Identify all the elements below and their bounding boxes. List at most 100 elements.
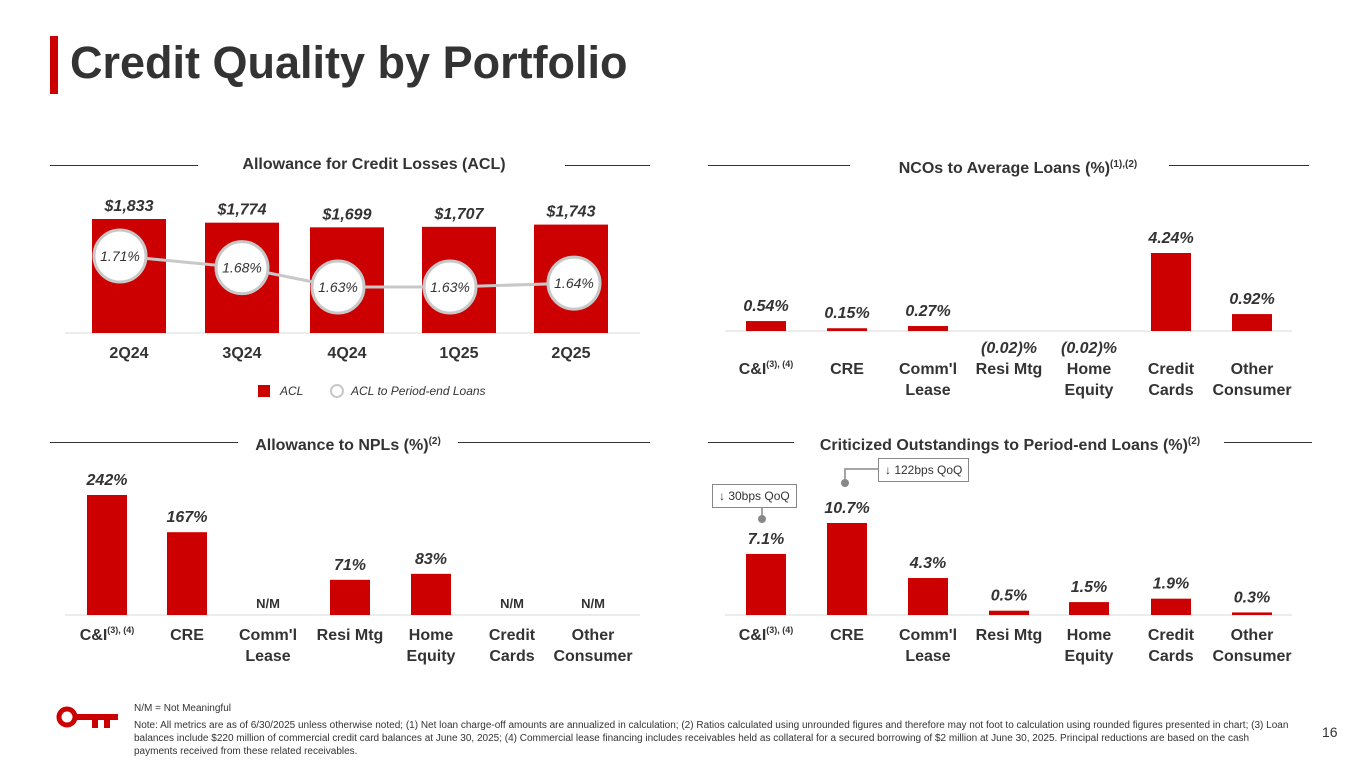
npl-nm-label: N/M	[581, 596, 605, 611]
nco-section-header: NCOs to Average Loans (%)(1),(2)	[708, 155, 1309, 177]
nco-category-label: Home	[1067, 361, 1112, 378]
header-rule	[1169, 165, 1309, 166]
crit-bar-label: 1.5%	[1071, 579, 1107, 596]
crit-section-header: Criticized Outstandings to Period-end Lo…	[708, 432, 1312, 454]
nco-bar-label: 0.54%	[743, 298, 788, 315]
nco-bar-label: 4.24%	[1147, 230, 1193, 247]
npl-category-label: Lease	[245, 648, 290, 665]
acl-ratio-label: 1.64%	[554, 275, 594, 291]
crit-category-label: CRE	[830, 627, 864, 644]
nco-bar	[827, 328, 867, 331]
acl-ratio-marker	[546, 255, 602, 311]
cre-qoq-callout: ↓ 122bps QoQ	[878, 458, 970, 482]
nco-category-label: Consumer	[1212, 382, 1291, 399]
npl-category-label: Credit	[489, 627, 536, 644]
npl-category-label: Equity	[407, 648, 456, 665]
crit-bar-label: 10.7%	[824, 500, 869, 517]
nco-bar	[1151, 253, 1191, 331]
npl-bar	[330, 579, 370, 615]
header-rule	[458, 442, 650, 443]
nco-category-label: Resi Mtg	[976, 361, 1043, 378]
crit-bar	[1069, 602, 1109, 615]
npl-category-label: Home	[409, 627, 454, 644]
crit-section-title: Criticized Outstandings to Period-end Lo…	[803, 432, 1217, 456]
nco-category-label: Credit	[1148, 361, 1195, 378]
ci-callout-dot	[758, 515, 766, 523]
header-rule	[708, 442, 794, 443]
acl-ratio-label: 1.68%	[222, 260, 262, 276]
header-rule	[708, 165, 850, 166]
acl-bar-label: $1,699	[322, 206, 372, 223]
nco-bar	[908, 326, 948, 331]
nco-category-sup: (3), (4)	[766, 359, 793, 369]
crit-category-label: Equity	[1065, 648, 1114, 665]
crit-bar-label: 0.5%	[991, 588, 1027, 605]
legend-ratio-label: ACL to Period-end Loans	[351, 384, 486, 398]
crit-category-label: Lease	[905, 648, 950, 665]
npl-category-label: CRE	[170, 627, 204, 644]
footnote-note: Note: All metrics are as of 6/30/2025 un…	[134, 720, 1289, 757]
crit-bar-label: 0.3%	[1234, 589, 1270, 606]
cre-callout-dot	[841, 479, 849, 487]
npl-category-label: Resi Mtg	[317, 627, 384, 644]
acl-category-label: 1Q25	[439, 345, 478, 362]
acl-ratio-label: 1.63%	[430, 279, 470, 295]
nco-section-title: NCOs to Average Loans (%)(1),(2)	[868, 155, 1168, 179]
npl-bar-label: 71%	[334, 557, 366, 574]
nco-bar-label: 0.92%	[1229, 291, 1274, 308]
npl-bar	[411, 573, 451, 615]
page-title: Credit Quality by Portfolio	[70, 37, 628, 88]
footnote-nm: N/M = Not Meaningful	[134, 703, 231, 714]
npl-bar-label: 242%	[86, 472, 128, 489]
acl-ratio-marker	[422, 259, 478, 315]
crit-category-label: Consumer	[1212, 648, 1291, 665]
nco-category-label: Lease	[905, 382, 950, 399]
legend-acl-swatch	[258, 385, 270, 397]
crit-title-text: Criticized Outstandings to Period-end Lo…	[819, 437, 1188, 454]
title-accent-bar	[50, 36, 58, 94]
acl-section-header: Allowance for Credit Losses (ACL)	[50, 155, 650, 175]
acl-category-label: 2Q25	[551, 345, 590, 362]
acl-ratio-label: 1.71%	[100, 248, 140, 264]
acl-category-label: 3Q24	[222, 345, 261, 362]
nco-category-label: Equity	[1065, 382, 1114, 399]
acl-bar-label: $1,833	[104, 198, 154, 215]
crit-bar	[1232, 612, 1272, 615]
npl-title-sup: (2)	[428, 436, 441, 447]
npl-title-text: Allowance to NPLs (%)	[255, 437, 429, 454]
crit-category-label: Other	[1231, 627, 1274, 644]
nco-title-text: NCOs to Average Loans (%)	[898, 160, 1111, 177]
acl-ratio-marker	[214, 240, 270, 296]
header-rule	[50, 442, 238, 443]
nco-category-label: Cards	[1148, 382, 1193, 399]
nco-category-label: C&I(3), (4)	[739, 359, 794, 378]
legend-acl-label: ACL	[280, 384, 304, 398]
nco-bar-label: 0.27%	[905, 303, 950, 320]
crit-title-sup: (2)	[1187, 436, 1201, 447]
nco-bar	[1232, 314, 1272, 331]
npl-category-label: C&I(3), (4)	[80, 625, 135, 644]
page-number: 16	[1322, 724, 1338, 740]
nco-category-label: Other	[1231, 361, 1274, 378]
crit-bar-label: 7.1%	[748, 531, 784, 548]
acl-section-title: Allowance for Credit Losses (ACL)	[242, 156, 506, 173]
npl-category-label: Cards	[489, 648, 534, 665]
crit-category-sup: (3), (4)	[766, 625, 793, 635]
nco-title-sup: (1),(2)	[1110, 159, 1138, 170]
footnotes: N/M = Not Meaningful Note: All metrics a…	[134, 702, 1294, 762]
npl-category-label: Other	[572, 627, 615, 644]
crit-category-label: Home	[1067, 627, 1112, 644]
nco-bar-label: 0.15%	[824, 305, 869, 322]
crit-bar-label: 4.3%	[909, 555, 946, 572]
key-logo-icon	[56, 706, 118, 728]
acl-bar-label: $1,743	[546, 204, 596, 221]
crit-bar	[1151, 598, 1191, 615]
npl-bar-label: 167%	[167, 509, 208, 526]
nco-category-label: Comm'l	[899, 361, 957, 378]
npl-bar	[87, 495, 127, 615]
crit-category-label: Credit	[1148, 627, 1195, 644]
cre-callout-connector	[844, 468, 878, 482]
npl-section-header: Allowance to NPLs (%)(2)	[50, 432, 650, 454]
acl-bar-label: $1,774	[217, 202, 267, 219]
